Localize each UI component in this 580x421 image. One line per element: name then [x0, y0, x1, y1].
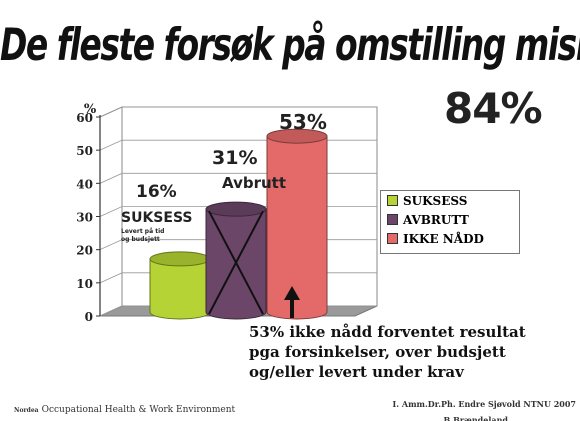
- arrow-head: [284, 286, 300, 300]
- legend-label: SUKSESS: [403, 193, 468, 208]
- footer-author: I. Amm.Dr.Ph. Endre Sjøvold NTNU 2007 B.…: [393, 396, 576, 421]
- legend-item-suksess: SUKSESS: [381, 191, 519, 210]
- footer-author-line: I. Amm.Dr.Ph. Endre Sjøvold NTNU 2007: [392, 399, 576, 409]
- cross-mark: [208, 210, 264, 315]
- legend-swatch: [387, 214, 398, 225]
- category-label-avbrutt: Avbrutt: [222, 174, 287, 192]
- footer-author-line-2: B.Brændeland: [443, 415, 508, 421]
- y-tick-label: 50: [76, 144, 93, 158]
- bar-top: [205, 201, 267, 217]
- legend-swatch: [387, 195, 398, 206]
- value-label-avbrutt: 31%: [212, 147, 258, 169]
- value-label-suksess: 16%: [136, 182, 177, 202]
- y-tick-label: 10: [76, 277, 93, 291]
- y-tick-label: 60: [76, 111, 93, 125]
- headline-value: 84%: [444, 84, 543, 133]
- legend-item-avbrutt: AVBRUTT: [381, 210, 519, 229]
- bar-suksess: [149, 251, 211, 320]
- bar-body: [266, 135, 328, 320]
- gridline: [99, 106, 377, 118]
- note-line: pga forsinkelser, over budsjett: [249, 343, 506, 361]
- result-note: 53% ikke nådd forventet resultat pga for…: [249, 322, 526, 382]
- footer-org-small: Nordea: [14, 407, 39, 414]
- legend-item-ikke-nadd: IKKE NÅDD: [381, 229, 519, 248]
- bar-top: [149, 251, 211, 267]
- legend-swatch: [387, 233, 398, 244]
- y-tick-label: 20: [76, 244, 93, 258]
- chart-legend: SUKSESS AVBRUTT IKKE NÅDD: [380, 190, 520, 254]
- bar-body: [149, 258, 211, 320]
- y-tick-label: 30: [76, 211, 93, 225]
- value-label-ikke-nadd: 53%: [279, 110, 327, 134]
- legend-label: AVBRUTT: [403, 212, 469, 227]
- bar-top: [266, 128, 328, 144]
- slide-title: De fleste forsøk på omstilling mislykkes…: [0, 18, 580, 71]
- category-sublabel-2: og budsjett: [121, 236, 160, 243]
- chart-bars: [149, 128, 328, 320]
- category-label-suksess: SUKSESS: [121, 210, 193, 226]
- note-line: 53% ikke nådd forventet resultat: [249, 323, 526, 341]
- footer-org-text: Occupational Health & Work Environment: [41, 405, 236, 415]
- legend-label: IKKE NÅDD: [403, 231, 484, 246]
- bar-ikke-nådd: [266, 128, 328, 320]
- note-line: og/eller levert under krav: [249, 363, 464, 381]
- y-tick-label: 40: [76, 177, 93, 191]
- category-sublabel-1: Levert på tid: [121, 228, 165, 235]
- y-tick-label: 0: [85, 310, 93, 324]
- y-axis-label: %: [84, 102, 97, 117]
- footer-organization: Nordea Occupational Health & Work Environ…: [14, 405, 235, 415]
